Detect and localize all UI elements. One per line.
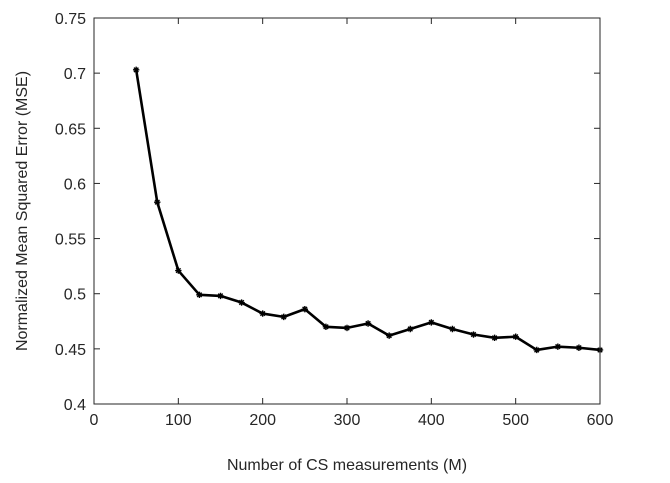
data-point-marker bbox=[512, 333, 519, 340]
data-point-marker bbox=[575, 344, 583, 351]
data-point-marker bbox=[238, 299, 245, 306]
data-point-marker bbox=[301, 305, 309, 313]
data-point-marker bbox=[132, 66, 140, 74]
y-tick-label: 0.75 bbox=[55, 11, 86, 28]
x-tick-label: 600 bbox=[587, 412, 614, 429]
data-point-marker bbox=[280, 313, 287, 321]
y-tick-label: 0.55 bbox=[55, 232, 86, 249]
data-point-marker bbox=[554, 343, 562, 350]
data-point-marker bbox=[343, 324, 351, 332]
x-axis-label: Number of CS measurements (M) bbox=[227, 457, 467, 474]
data-point-marker bbox=[407, 325, 414, 333]
x-tick-label: 0 bbox=[90, 412, 99, 429]
x-tick-label: 500 bbox=[502, 412, 529, 429]
data-point-marker bbox=[385, 332, 393, 339]
data-point-marker bbox=[491, 334, 498, 342]
data-point-marker bbox=[217, 292, 224, 300]
data-point-marker bbox=[364, 320, 372, 327]
data-point-marker bbox=[470, 331, 477, 338]
x-tick-label: 300 bbox=[334, 412, 361, 429]
x-tick-label: 200 bbox=[249, 412, 276, 429]
y-tick-label: 0.6 bbox=[64, 176, 86, 193]
data-point-marker bbox=[322, 323, 330, 330]
x-axis: 0 100 200 300 400 500 600 bbox=[90, 18, 614, 429]
y-tick-label: 0.7 bbox=[64, 66, 86, 83]
y-axis: 0.4 0.45 0.5 0.55 0.6 0.65 0.7 0.75 bbox=[55, 11, 600, 414]
data-point-marker bbox=[175, 267, 182, 274]
data-point-marker bbox=[533, 346, 540, 354]
x-tick-label: 100 bbox=[165, 412, 192, 429]
x-tick-label: 400 bbox=[418, 412, 445, 429]
y-tick-label: 0.5 bbox=[64, 287, 86, 304]
y-tick-label: 0.65 bbox=[55, 121, 86, 138]
data-point-marker bbox=[449, 325, 456, 333]
plot-area bbox=[94, 18, 600, 404]
y-tick-label: 0.45 bbox=[55, 342, 86, 359]
plot-frame bbox=[93, 17, 601, 405]
data-point-marker bbox=[259, 310, 266, 317]
y-axis-label: Normalized Mean Squared Error (MSE) bbox=[14, 71, 31, 351]
y-tick-label: 0.4 bbox=[64, 397, 86, 414]
data-point-marker bbox=[428, 319, 435, 326]
data-point-marker bbox=[154, 198, 161, 206]
data-point-marker bbox=[196, 291, 203, 299]
